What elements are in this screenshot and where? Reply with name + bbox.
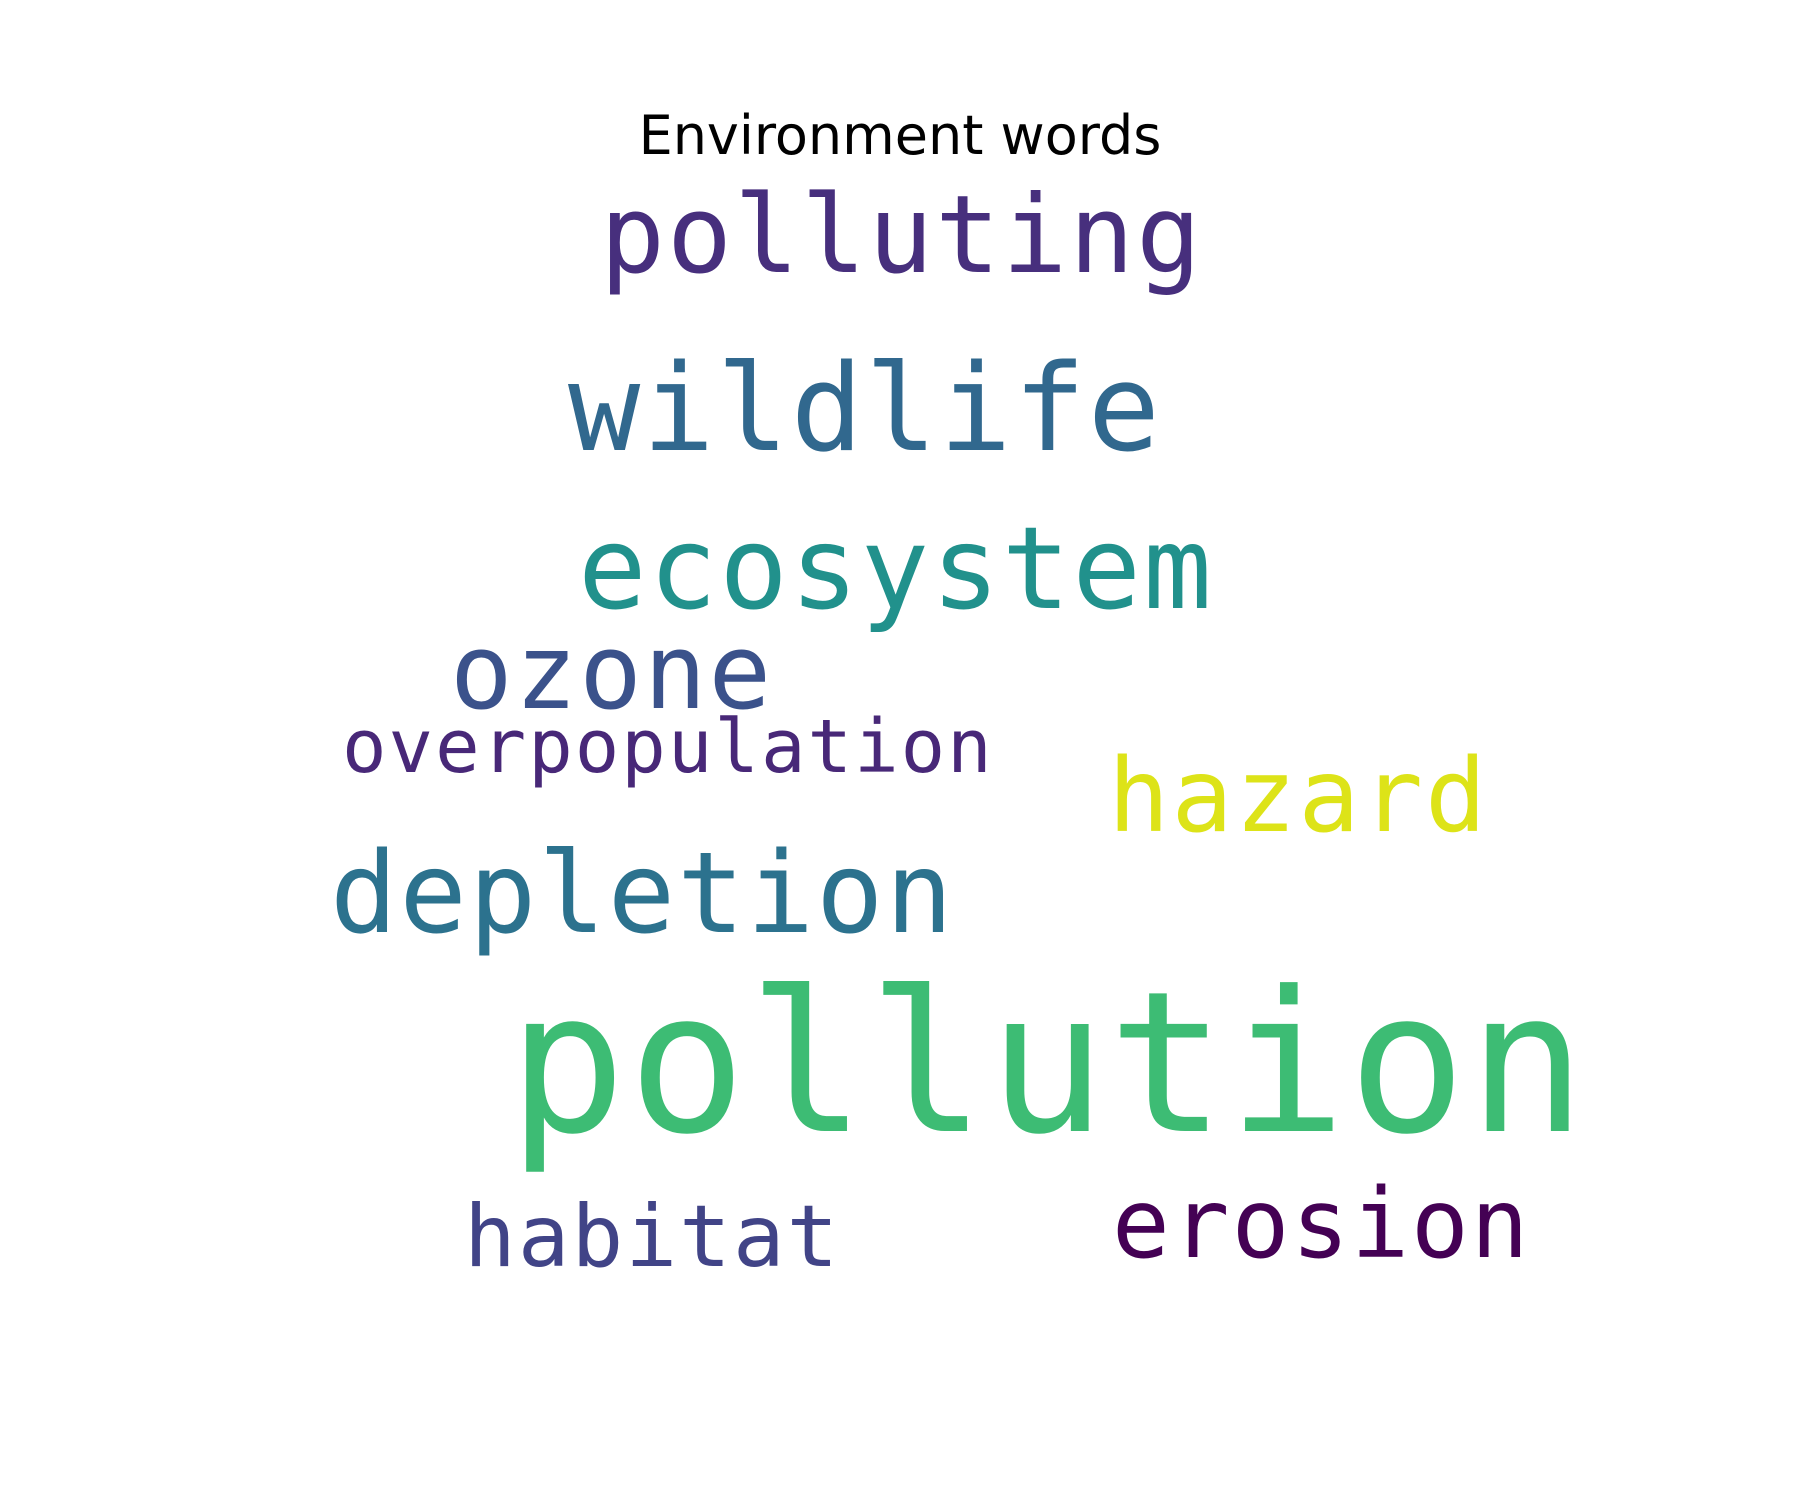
word-depletion: depletion — [330, 829, 955, 959]
word-overpopulation: overpopulation — [342, 704, 994, 790]
figure-title: Environment words — [638, 104, 1162, 167]
word-polluting: polluting — [600, 173, 1204, 298]
word-erosion: erosion — [1112, 1168, 1531, 1280]
word-wildlife: wildlife — [568, 340, 1162, 479]
word-hazard: hazard — [1108, 737, 1489, 856]
word-pollution: pollution — [508, 950, 1589, 1178]
word-ecosystem: ecosystem — [578, 502, 1214, 635]
word-habitat: habitat — [464, 1187, 841, 1287]
word-ozone: ozone — [450, 611, 774, 733]
